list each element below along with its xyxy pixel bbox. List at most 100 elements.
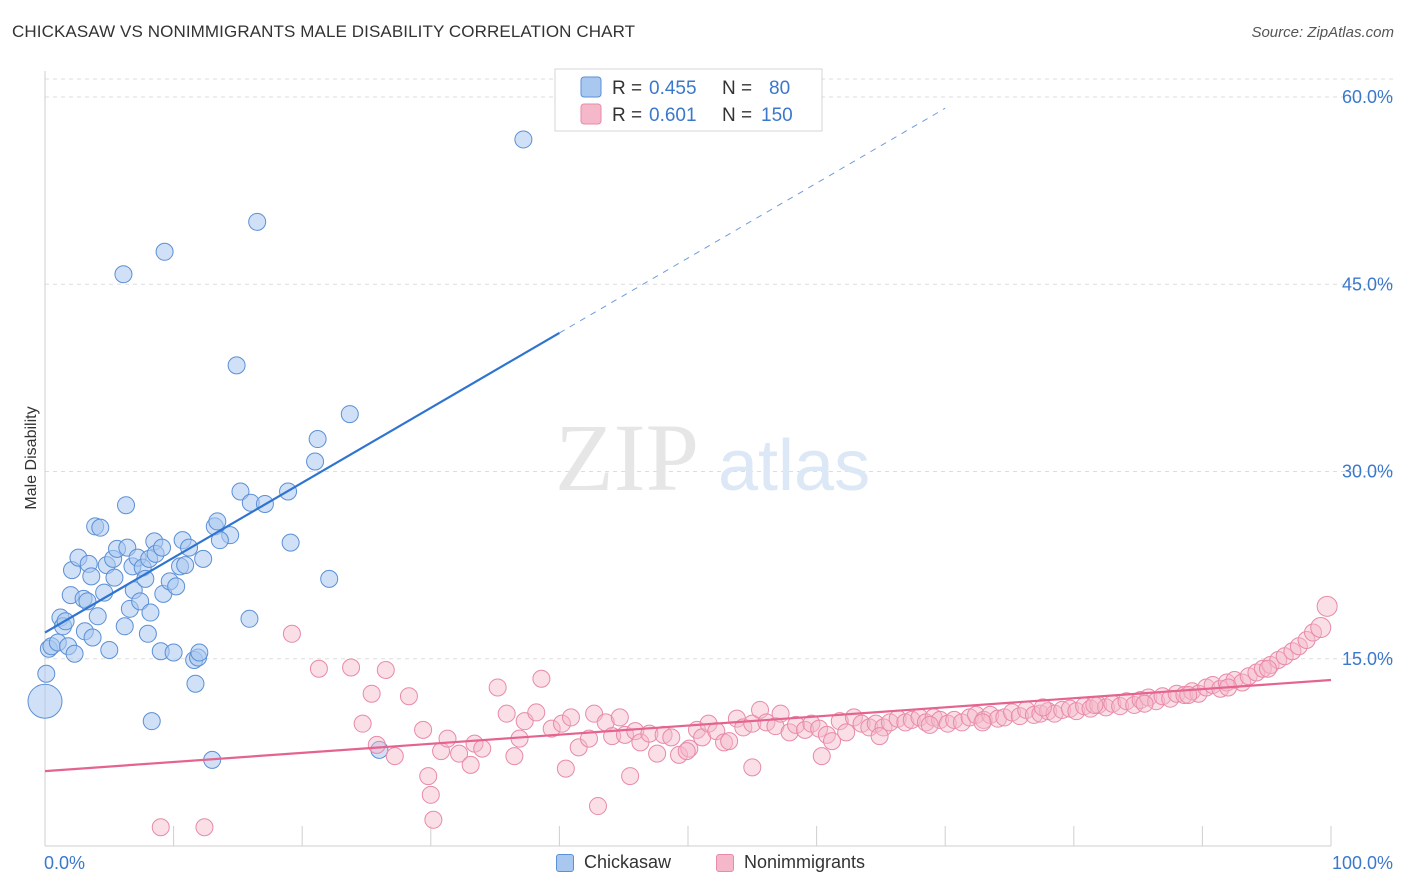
chickasaw-point-71 [281, 533, 300, 552]
chickasaw-point-53 [176, 556, 195, 575]
watermark: ZIP atlas [555, 404, 870, 511]
nonimmigrants-point-65 [837, 723, 856, 742]
legend-bottom-label-nonimmigrants: Nonimmigrants [744, 852, 866, 872]
legend-swatch-nonimmigrants [580, 103, 602, 125]
nonimmigrants-point-6 [362, 684, 381, 703]
chickasaw-trendline-extension [559, 107, 946, 334]
chickasaw-point-74 [320, 569, 339, 588]
chickasaw-point-73 [308, 430, 327, 449]
nonimmigrants-point-29 [579, 729, 598, 748]
nonimmigrants-point-51 [734, 718, 753, 737]
legend-item-chickasaw[interactable]: Chickasaw [556, 852, 671, 873]
chickasaw-point-41 [142, 712, 161, 731]
nonimmigrants-point-139 [743, 758, 762, 777]
legend-r-label-1: R = [612, 78, 642, 99]
nonimmigrants-point-52 [743, 714, 762, 733]
chickasaw-point-64 [227, 356, 246, 375]
nonimmigrants-point-142 [920, 715, 939, 734]
legend-swatch-chickasaw [580, 76, 602, 98]
nonimmigrants-point-4 [342, 658, 361, 677]
chickasaw-point-21 [91, 518, 110, 537]
legend-n-value-1: 80 [769, 78, 790, 99]
nonimmigrants-point-0 [151, 818, 170, 837]
nonimmigrants-point-146 [1135, 694, 1154, 713]
chickasaw-point-47 [155, 242, 174, 261]
chickasaw-point-28 [114, 265, 133, 284]
nonimmigrants-point-2 [282, 624, 301, 643]
points-layer [27, 130, 1338, 837]
nonimmigrants-point-43 [680, 739, 699, 758]
chickasaw-point-49 [164, 643, 183, 662]
nonimmigrants-point-133 [421, 785, 440, 804]
chickasaw-point-24 [100, 641, 119, 660]
legend-r-value-2: 0.601 [649, 105, 697, 126]
nonimmigrants-point-144 [1033, 698, 1052, 717]
nonimmigrants-point-3 [309, 659, 328, 678]
chickasaw-point-68 [248, 212, 267, 231]
source-credit: Source: ZipAtlas.com [1251, 24, 1394, 41]
chickasaw-point-75 [340, 405, 359, 424]
nonimmigrants-point-18 [473, 739, 492, 758]
nonimmigrants-point-7 [367, 735, 386, 754]
chickasaw-point-50 [167, 577, 186, 596]
nonimmigrants-point-63 [823, 732, 842, 751]
y-tick-labels: 15.0% 30.0% 45.0% 60.0% [1342, 87, 1393, 669]
chickasaw-point-58 [190, 643, 209, 662]
y-tick-label-0: 15.0% [1342, 649, 1393, 669]
nonimmigrants-point-131 [1310, 617, 1332, 639]
nonimmigrants-point-13 [424, 810, 443, 829]
legend-item-nonimmigrants[interactable]: Nonimmigrants [716, 852, 865, 873]
nonimmigrants-point-95 [1053, 700, 1072, 719]
nonimmigrants-point-19 [488, 678, 507, 697]
nonimmigrants-point-10 [399, 687, 418, 706]
nonimmigrants-point-34 [610, 708, 629, 727]
chickasaw-point-66 [240, 609, 259, 628]
nonimmigrants-point-36 [626, 722, 645, 741]
chickasaw-point-0 [27, 683, 63, 719]
nonimmigrants-point-31 [588, 797, 607, 816]
nonimmigrants-point-27 [561, 708, 580, 727]
chickasaw-point-72 [306, 452, 325, 471]
trendlines [44, 107, 1332, 773]
nonimmigrants-point-136 [556, 759, 575, 778]
watermark-atlas: atlas [718, 426, 870, 506]
legend-n-label-2: N = [722, 105, 752, 126]
legend-n-value-2: 150 [761, 105, 793, 126]
nonimmigrants-point-111 [1167, 684, 1186, 703]
chickasaw-point-56 [186, 674, 205, 693]
nonimmigrants-point-91 [1024, 705, 1043, 724]
y-tick-label-3: 60.0% [1342, 87, 1393, 107]
top-legend: R = 0.455 N = 80 R = 0.601 N = 150 [554, 68, 823, 132]
legend-bottom-label-chickasaw: Chickasaw [584, 852, 672, 872]
nonimmigrants-point-64 [830, 712, 849, 731]
y-tick-label-1: 30.0% [1342, 462, 1393, 482]
legend-r-value-1: 0.455 [649, 78, 697, 99]
y-tick-label-2: 45.0% [1342, 274, 1393, 294]
nonimmigrants-point-54 [757, 713, 776, 732]
chickasaw-point-65 [231, 482, 250, 501]
nonimmigrants-point-57 [780, 723, 799, 742]
legend-r-label-2: R = [612, 105, 642, 126]
legend-bottom-swatch-chickasaw [556, 853, 574, 872]
nonimmigrants-point-12 [419, 767, 438, 786]
chickasaw-point-11 [65, 644, 84, 663]
chart-title: CHICKASAW VS NONIMMIGRANTS MALE DISABILI… [12, 22, 636, 41]
nonimmigrants-point-129 [1297, 631, 1316, 650]
chickasaw-point-36 [131, 592, 150, 611]
watermark-zip: ZIP [555, 404, 699, 511]
nonimmigrants-point-21 [505, 747, 524, 766]
nonimmigrants-point-41 [662, 728, 681, 747]
nonimmigrants-point-141 [870, 727, 889, 746]
chickasaw-point-30 [117, 496, 136, 515]
nonimmigrants-point-143 [973, 713, 992, 732]
chickasaw-point-45 [153, 538, 172, 557]
chickasaw-trendline [44, 331, 560, 634]
chickasaw-point-17 [82, 567, 101, 586]
chickasaw-point-18 [83, 628, 102, 647]
nonimmigrants-point-138 [677, 742, 696, 761]
nonimmigrants-point-149 [1258, 659, 1277, 678]
chickasaw-point-77 [514, 130, 533, 149]
nonimmigrants-point-39 [648, 744, 667, 763]
nonimmigrants-point-5 [353, 714, 372, 733]
